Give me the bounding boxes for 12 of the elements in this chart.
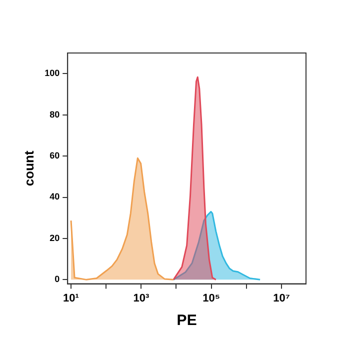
x-tick-label: 10¹ — [63, 292, 80, 304]
y-tick-label: 40 — [50, 192, 60, 202]
y-axis-title: count — [21, 150, 36, 186]
y-tick-label: 60 — [50, 150, 60, 161]
x-axis-title: PE — [176, 312, 197, 330]
y-tick-label: 80 — [50, 109, 60, 120]
y-tick-label: 0 — [54, 274, 60, 284]
y-tick-label: 100 — [44, 68, 60, 78]
x-tick-label: 10⁵ — [202, 292, 220, 304]
x-tick-label: 10³ — [133, 292, 150, 304]
x-tick-label: 10⁷ — [273, 292, 290, 304]
y-tick-label: 20 — [50, 232, 60, 243]
